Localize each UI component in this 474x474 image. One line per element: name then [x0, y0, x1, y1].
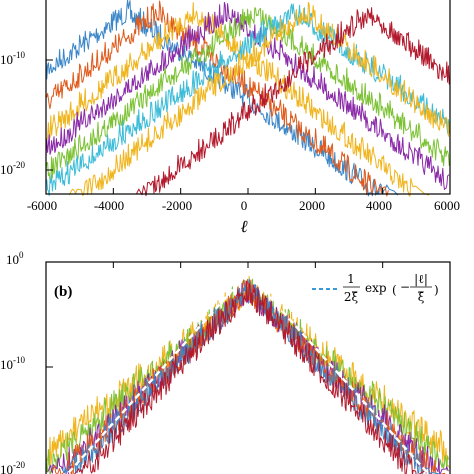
- panel-bottom: 100 10-10 10-20 (b) 1 2ξ̄ exp ( − |ℓ| ξ̄…: [0, 250, 451, 474]
- top-series-3-yellow: [45, 2, 430, 197]
- top-series-7-yellow: [68, 1, 450, 196]
- legend-minus: −: [400, 280, 410, 294]
- top-xtick-4: 0: [241, 198, 248, 213]
- bottom-ytick-3: 10-20: [0, 460, 25, 474]
- top-ticks: [45, 59, 451, 194]
- top-xtick-6: 4000: [366, 198, 392, 213]
- panel-b-label: (b): [54, 284, 72, 300]
- top-xtick-7: 6000: [434, 198, 460, 213]
- top-xtick-3: -2000: [162, 198, 192, 213]
- top-series-5-green: [45, 7, 450, 181]
- top-xtick-5: 2000: [299, 198, 325, 213]
- bottom-series-6-red: [73, 280, 426, 474]
- top-ytick-1: 10-10: [0, 50, 25, 67]
- top-series-2-orange: [45, 0, 389, 197]
- top-ytick-2: 10-20: [0, 160, 25, 177]
- legend-inner-numerator: |ℓ|: [414, 272, 428, 286]
- legend-numerator: 1: [347, 272, 355, 286]
- legend: 1 2ξ̄ exp ( − |ℓ| ξ̄ ): [312, 272, 439, 304]
- top-series-1-blue: [45, 0, 399, 197]
- panel-top: 10-10 10-20 -6000 -4000 -2000 0 2000 400…: [0, 0, 460, 236]
- top-xtick-1: -6000: [27, 198, 57, 213]
- legend-denominator: 2ξ̄: [344, 290, 359, 304]
- top-series-group: [45, 0, 450, 197]
- top-series-8-red: [135, 7, 450, 197]
- top-xaxis-label: ℓ: [240, 217, 247, 236]
- bottom-ticks: [45, 261, 451, 368]
- legend-exp: exp: [365, 281, 387, 295]
- bottom-ytick-1: 100: [6, 250, 24, 267]
- bottom-series-group: [45, 271, 450, 474]
- legend-paren-open: (: [392, 283, 397, 297]
- top-series-6-cyan: [46, 3, 450, 197]
- legend-inner-denominator: ξ̄: [418, 290, 425, 304]
- top-xtick-2: -4000: [94, 198, 124, 213]
- legend-paren-close: ): [434, 283, 439, 297]
- bottom-ytick-2: 10-10: [0, 355, 25, 372]
